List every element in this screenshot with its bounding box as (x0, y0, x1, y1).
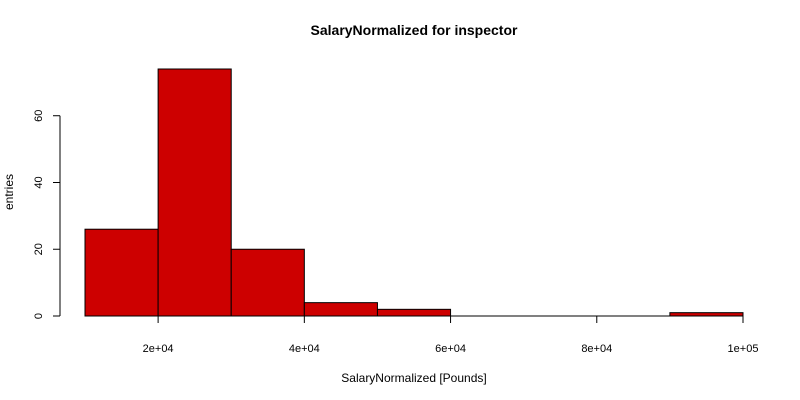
chart-title: SalaryNormalized for inspector (311, 22, 519, 38)
histogram-bar (376, 308, 452, 317)
bars-group (84, 68, 744, 317)
x-axis-label: SalaryNormalized [Pounds] (341, 371, 486, 385)
y-tick-label: 60 (33, 110, 45, 122)
x-tick-label: 8e+04 (581, 343, 612, 355)
y-axis-label: entries (2, 174, 16, 210)
x-axis: 2e+04 4e+04 6e+04 8e+04 1e+05 (143, 315, 759, 355)
x-tick-label: 4e+04 (289, 343, 320, 355)
histogram-bar (157, 68, 232, 317)
histogram-bar (230, 248, 305, 317)
y-tick-label: 40 (33, 176, 45, 188)
x-tick-label: 1e+05 (728, 343, 759, 355)
histogram-bar (669, 312, 744, 317)
histogram-bar (84, 228, 159, 317)
histogram-bar (303, 302, 378, 317)
x-tick-label: 6e+04 (435, 343, 466, 355)
y-tick-label: 20 (33, 243, 45, 255)
x-tick-label: 2e+04 (143, 343, 174, 355)
y-axis: 0 20 40 60 (33, 110, 61, 319)
y-tick-label: 0 (33, 313, 45, 319)
